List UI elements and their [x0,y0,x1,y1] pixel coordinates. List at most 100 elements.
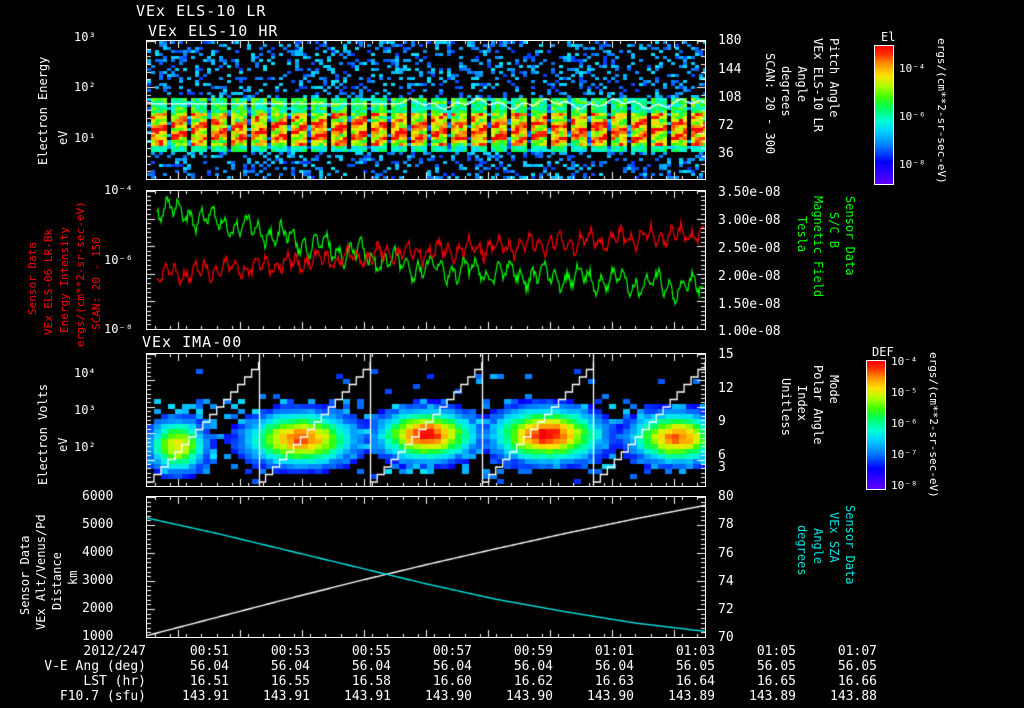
table-cell: 00:51 [189,644,229,659]
table-cell: 16.64 [675,674,715,689]
table-cell: 16.55 [270,674,310,689]
table-cell: 143.88 [830,689,877,704]
table-cell: 56.04 [594,659,634,674]
colorbar2-tick-3: 10⁻⁷ [891,448,918,461]
panel3-ytick-4: 10⁴ [74,366,96,380]
panel2-timeseries[interactable] [146,190,706,330]
table-cell: 143.89 [668,689,715,704]
panel4-right-tick-74: 74 [718,574,734,589]
table-cell: 56.04 [513,659,553,674]
panel1-title-lr: VEx ELS-10 LR [136,2,267,20]
bottom-data-table: 2012/247 00:51 00:53 00:55 00:57 00:59 01:01 01… [0,644,883,704]
panel1-right-tick-180: 180 [718,33,742,48]
panel3-right-tick-9: 9 [718,414,726,429]
colorbar1-units: ergs/(cm**2-sr-sec-eV) [935,38,948,184]
panel1-spectrogram[interactable] [146,40,706,180]
colorbar1-name: El [881,30,896,44]
panel4-left-label-sensor: Sensor Data [18,535,32,615]
panel4-timeseries[interactable] [146,496,706,638]
panel3-right-tick-12: 12 [718,381,734,396]
table-cell: 56.04 [351,659,391,674]
panel3-right-tick-6: 6 [718,448,726,463]
table-cell: 143.91 [182,689,229,704]
panel4-right-tick-72: 72 [718,602,734,617]
table-row-label: LST (hr) [83,674,146,689]
panel2-right-tick-1: 3.00e-08 [718,213,781,228]
panel2-right-tick-3: 2.00e-08 [718,269,781,284]
panel3-right-tick-15: 15 [718,347,734,362]
panel1-right-tick-108: 108 [718,90,742,105]
table-cell: 143.91 [344,689,391,704]
table-cell: 01:03 [675,644,715,659]
table-row-ve-ang: V-E Ang (deg) 56.04 56.04 56.04 56.04 56.04 56… [0,659,883,674]
panel3-title: VEx IMA-00 [142,333,243,351]
table-row-f107: F10.7 (sfu) 143.91 143.91 143.91 143.90 143.9… [0,689,883,704]
panel2-left-label-quantity: Energy Intensity [58,227,71,333]
colorbar1-tick-2: 10⁻⁸ [899,158,926,171]
colorbar2-gradient [866,360,886,490]
colorbar1-tick-1: 10⁻⁶ [899,110,926,123]
panel4-right-label-degrees: degrees [795,525,809,576]
panel4-right-tick-80: 80 [718,489,734,504]
panel4-ytick-3: 3000 [82,573,114,588]
table-cell: 143.90 [425,689,472,704]
colorbar2-units: ergs/(cm**2-sr-sec-eV) [927,352,940,498]
panel3-right-tick-3: 3 [718,460,726,475]
colorbar2-name: DEF [872,345,894,359]
panel4-ytick-2: 4000 [82,545,114,560]
table-cell: 16.60 [432,674,472,689]
panel2-right-label-sensor: Sensor Data [843,196,857,276]
panel1-right-tick-72: 72 [718,118,734,133]
panel1-right-label-pitchangle: Pitch Angle [827,38,841,118]
table-cell: 56.04 [270,659,310,674]
panel2-ytick-1: 10⁻⁶ [104,253,133,267]
table-cell: 00:53 [270,644,310,659]
panel3-spectrogram[interactable] [146,353,706,487]
table-cell: 16.63 [594,674,634,689]
table-cell: 01:07 [837,644,877,659]
panel1-left-axis-title: Electron Energy [36,56,50,165]
panel3-ytick-3: 10³ [74,403,96,417]
panel1-right-label-degrees: degrees [779,66,793,117]
colorbar1-tick-0: 10⁻⁴ [899,62,926,75]
panel4-left-label-quantity: VEx Alt/Venus/Pd [34,514,48,630]
panel2-left-label-scan: SCAN: 20 - 150 [90,237,103,330]
panel4-right-tick-76: 76 [718,546,734,561]
panel2-right-tick-2: 2.50e-08 [718,241,781,256]
panel3-right-label-polarangle: Polar Angle [811,365,825,445]
panel1-right-label-scan: SCAN: 20 - 300 [763,53,777,155]
panel4-ytick-5: 1000 [82,629,114,644]
table-row-label: 2012/247 [83,644,146,659]
panel1-ytick-3: 10³ [74,30,96,44]
table-cell: 00:57 [432,644,472,659]
panel1-ytick-2: 10² [74,80,96,94]
panel4-left-label-km: km [66,570,80,585]
panel1-right-label-angle: Angle [795,66,809,103]
table-row-lst: LST (hr) 16.51 16.55 16.58 16.60 16.62 16.63 16… [0,674,883,689]
panel3-right-label-mode: Mode [827,375,841,404]
panel2-right-label-tesla: Tesla [795,216,809,253]
panel2-right-label-scb: S/C B [827,212,841,249]
table-cell: 16.65 [756,674,796,689]
panel4-right-tick-78: 78 [718,517,734,532]
panel4-left-label-distance: Distance [50,552,64,610]
panel3-ytick-2: 10² [74,440,96,454]
panel3-left-axis-title: Electron Volts [36,383,50,485]
table-cell: 16.51 [189,674,229,689]
panel2-left-label-instrument: VEx ELS-06 LR-Bk [42,229,55,335]
table-cell: 16.58 [351,674,391,689]
panel1-left-axis-units: eV [56,130,70,145]
panel2-right-label-magfield: Magnetic Field [811,196,825,298]
panel3-right-label-unitless: Unitless [779,378,793,436]
colorbar2-tick-2: 10⁻⁶ [891,417,918,430]
table-cell: 56.05 [675,659,715,674]
table-row-label: V-E Ang (deg) [44,659,146,674]
panel2-left-label-sensor: Sensor Data [26,242,39,315]
table-cell: 01:05 [756,644,796,659]
table-cell: 00:59 [513,644,553,659]
panel2-right-tick-4: 1.50e-08 [718,297,781,312]
panel4-ytick-1: 5000 [82,517,114,532]
panel4-ytick-0: 6000 [82,489,114,504]
table-cell: 143.89 [749,689,796,704]
